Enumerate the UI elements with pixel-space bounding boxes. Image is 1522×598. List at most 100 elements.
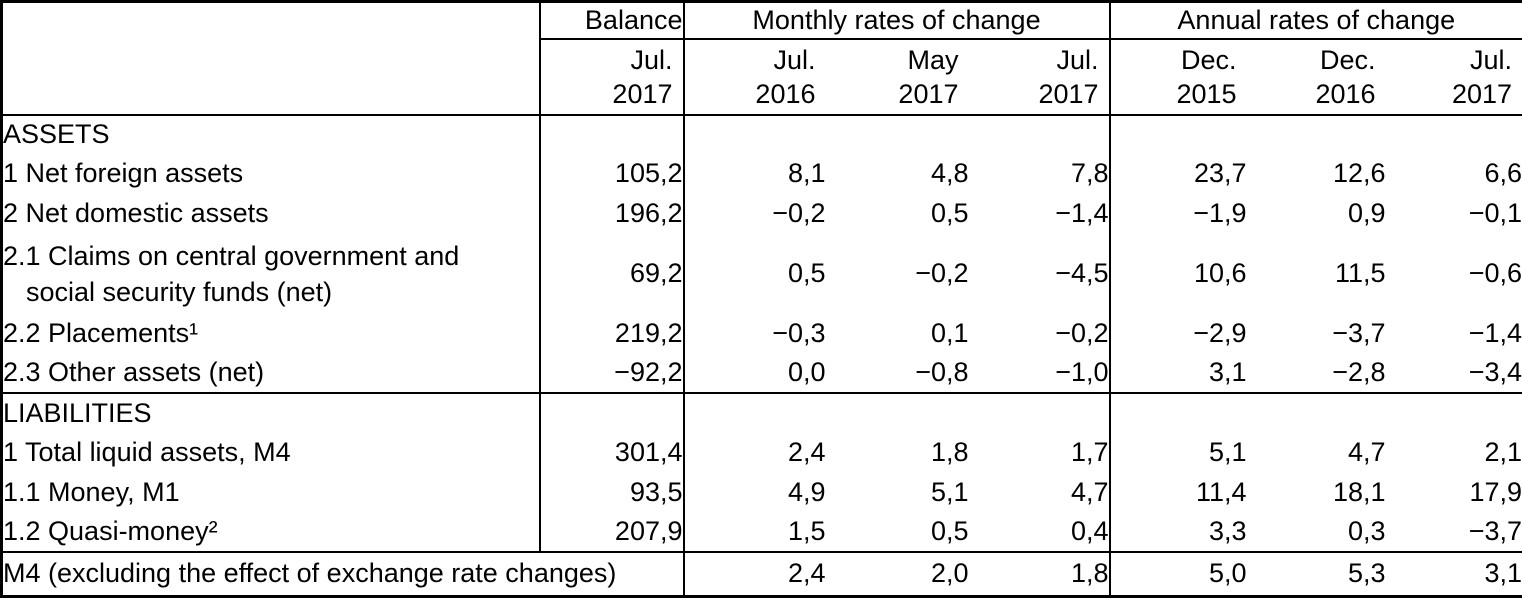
rate-value: −1,9 <box>1108 193 1247 234</box>
section-title: LIABILITIES <box>1 392 540 433</box>
corner-cell <box>1 1 540 116</box>
rate-value: 0,4 <box>1070 515 1109 546</box>
data-row-net-foreign-assets: 1 Net foreign assets 105,2 8,1 4,8 7,8 2… <box>2 154 1522 194</box>
rate-value: 5,0 <box>1108 550 1247 597</box>
rate-value: 7,8 <box>1070 158 1109 189</box>
row-label: 1.2 Quasi-money² <box>3 515 218 546</box>
balance-value: −92,2 <box>538 353 684 394</box>
balance-value: 105,2 <box>538 154 684 194</box>
rate-value: 11,5 <box>1334 258 1386 289</box>
rate-value: −1,4 <box>1055 198 1109 229</box>
section-row-liabilities: LIABILITIES <box>1 392 1522 433</box>
rate-value: 10,6 <box>1108 233 1247 314</box>
empty-cell <box>1108 392 1522 433</box>
rate-value: −0,2 <box>915 258 969 289</box>
rate-value: −2,8 <box>1332 357 1386 388</box>
column-header-annual-dec-2015: Dec. 2015 <box>1108 38 1247 116</box>
rate-value: −3,7 <box>1468 515 1522 546</box>
rate-value: 0,1 <box>930 318 969 349</box>
section-row-assets: ASSETS <box>2 114 1522 155</box>
rate-value: 3,1 <box>1385 550 1522 597</box>
rate-value: −3,7 <box>1332 318 1386 349</box>
data-row-net-domestic-assets: 2 Net domestic assets 196,2 −0,2 0,5 −1,… <box>2 193 1522 234</box>
data-row-other-assets: 2.3 Other assets (net) −92,2 0,0 −0,8 −1… <box>2 353 1522 394</box>
row-label: 1 Total liquid assets, M4 <box>3 437 291 468</box>
rate-value: 23,7 <box>1108 154 1247 194</box>
empty-cell <box>682 114 1110 155</box>
rate-value: −0,6 <box>1468 258 1522 289</box>
rate-value: 4,9 <box>682 472 826 513</box>
column-header-balance-jul-2017: Jul. 2017 <box>538 38 684 116</box>
rate-value: −3,4 <box>1468 357 1522 388</box>
rate-value: 4,8 <box>930 158 969 189</box>
balance-value: 69,2 <box>538 233 684 314</box>
data-row-placements: 2.2 Placements¹ 219,2 −0,3 0,1 −0,2 −2,9… <box>2 313 1522 354</box>
data-row-money-m1: 1.1 Money, M1 93,5 4,9 5,1 4,7 11,4 18,1… <box>2 472 1522 513</box>
rate-value: 1,5 <box>682 512 826 552</box>
empty-cell <box>538 114 684 155</box>
data-row-claims-on-central-government: 2.1 Claims on central government and soc… <box>2 233 1522 314</box>
header-dates-row: Jul. 2017 Jul. 2016 May 2017 Jul. 2017 D… <box>2 38 1522 116</box>
rate-value: 0,5 <box>682 233 826 314</box>
rate-value: 3,3 <box>1108 512 1247 552</box>
row-label: 2.1 Claims on central government and soc… <box>3 240 460 307</box>
row-label: 2.2 Placements¹ <box>3 318 199 349</box>
row-label: 1.1 Money, M1 <box>3 476 180 507</box>
balance-value: 207,9 <box>538 512 684 552</box>
footer-row-m4-excluding-exchange-rate: M4 (excluding the effect of exchange rat… <box>1 550 1522 597</box>
rate-value: −0,3 <box>682 313 826 354</box>
rate-value: 1,8 <box>930 437 969 468</box>
rate-value: 2,4 <box>682 550 826 597</box>
balance-value: 93,5 <box>538 472 684 513</box>
rate-value: 6,6 <box>1484 158 1522 189</box>
rate-value: 0,0 <box>682 353 826 394</box>
monthly-rates-group-header: Monthly rates of change <box>682 1 1110 40</box>
rate-value: 0,5 <box>930 198 969 229</box>
empty-cell <box>682 392 1110 433</box>
rate-value: 0,9 <box>1347 198 1386 229</box>
rate-value: −0,2 <box>1055 318 1109 349</box>
balance-value: 301,4 <box>538 432 684 473</box>
rate-value: −0,8 <box>915 357 969 388</box>
column-header-annual-dec-2016: Dec. 2016 <box>1246 38 1386 116</box>
rate-value: −0,2 <box>682 193 826 234</box>
rate-value: 17,9 <box>1469 476 1522 507</box>
rate-value: 8,1 <box>682 154 826 194</box>
rate-value: −4,5 <box>1055 258 1109 289</box>
rate-value: 2,4 <box>682 432 826 473</box>
balance-value: 196,2 <box>538 193 684 234</box>
data-row-total-liquid-assets-m4: 1 Total liquid assets, M4 301,4 2,4 1,8 … <box>2 432 1522 473</box>
column-header-annual-jul-2017: Jul. 2017 <box>1385 38 1522 116</box>
rate-value: 1,7 <box>1070 437 1109 468</box>
header-group-row: Balance Monthly rates of change Annual r… <box>1 1 1522 116</box>
rate-value: 12,6 <box>1332 158 1386 189</box>
rate-value: 11,4 <box>1108 472 1247 513</box>
annual-rates-group-header: Annual rates of change <box>1108 1 1522 40</box>
rate-value: 2,0 <box>825 550 969 597</box>
section-title: ASSETS <box>3 119 110 150</box>
column-header-monthly-jul-2017: Jul. 2017 <box>968 38 1110 116</box>
rate-value: −0,1 <box>1468 198 1522 229</box>
row-label: 2.3 Other assets (net) <box>3 357 265 388</box>
rate-value: 5,1 <box>930 476 969 507</box>
row-label: 1 Net foreign assets <box>3 158 244 189</box>
rate-value: −1,4 <box>1468 318 1522 349</box>
column-header-monthly-jul-2016: Jul. 2016 <box>682 38 826 116</box>
balance-group-header: Balance <box>538 1 684 40</box>
empty-cell <box>1108 114 1522 155</box>
data-row-quasi-money: 1.2 Quasi-money² 207,9 1,5 0,5 0,4 3,3 0… <box>2 512 1522 552</box>
rate-value: 2,1 <box>1484 437 1522 468</box>
rate-value: 1,8 <box>968 550 1110 597</box>
column-header-monthly-may-2017: May 2017 <box>825 38 969 116</box>
rate-value: 0,5 <box>930 515 969 546</box>
rate-value: 5,1 <box>1108 432 1247 473</box>
rate-value: 4,7 <box>1347 437 1386 468</box>
rate-value: 0,3 <box>1347 515 1386 546</box>
rate-value: 5,3 <box>1246 550 1386 597</box>
rate-value: 18,1 <box>1332 476 1386 507</box>
empty-cell <box>538 392 684 433</box>
row-label: M4 (excluding the effect of exchange rat… <box>1 550 684 597</box>
rate-value: 4,7 <box>1070 476 1109 507</box>
row-label: 2 Net domestic assets <box>3 198 269 229</box>
